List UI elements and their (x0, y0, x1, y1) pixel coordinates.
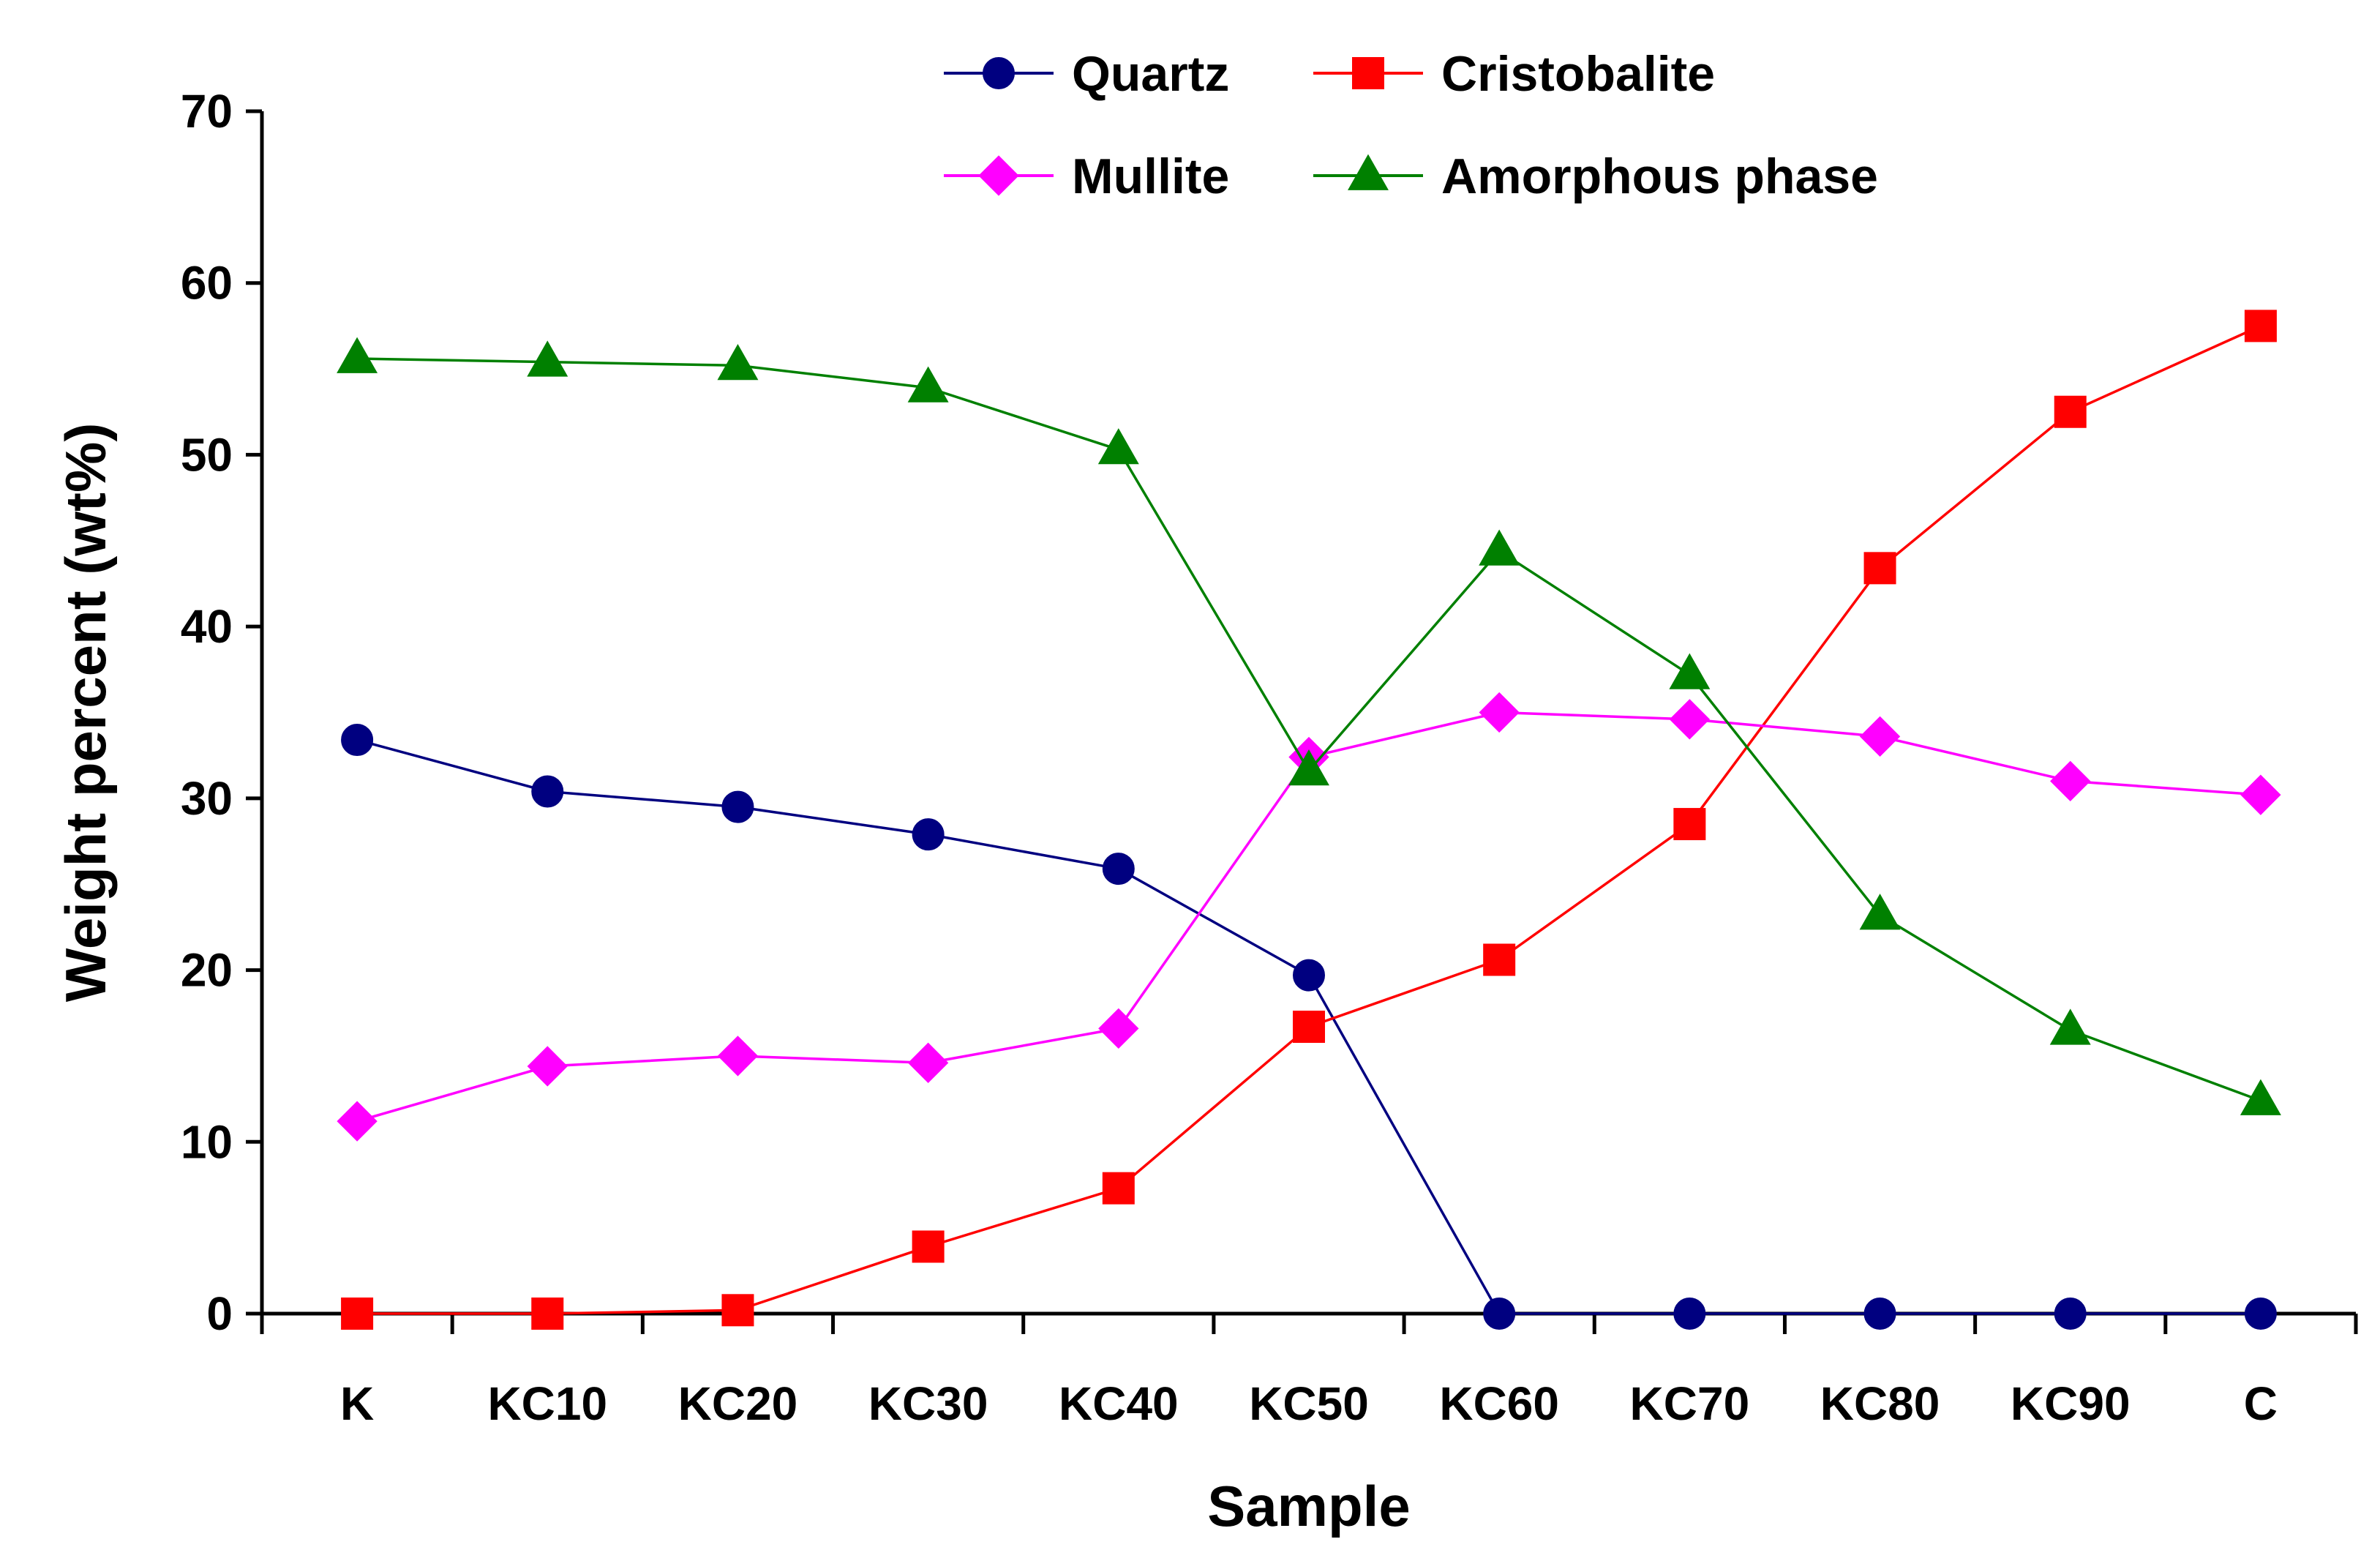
data-point-cristobalite (1102, 1172, 1135, 1205)
data-point-amorphous-phase (2049, 1008, 2091, 1045)
x-tick-label: KC80 (1820, 1377, 1940, 1430)
x-tick-label: KC20 (678, 1377, 798, 1430)
x-tick-label: C (2244, 1377, 2278, 1430)
data-point-quartz (1293, 959, 1325, 992)
x-tick-label: KC40 (1059, 1377, 1179, 1430)
data-point-amorphous-phase (907, 366, 949, 403)
data-point-cristobalite (912, 1230, 945, 1263)
data-point-amorphous-phase (1288, 749, 1329, 786)
y-tick-label: 50 (181, 428, 233, 481)
data-point-cristobalite (1673, 808, 1706, 841)
data-point-cristobalite (531, 1298, 564, 1330)
data-point-mullite (1098, 1008, 1139, 1049)
x-tick-label: KC30 (868, 1377, 988, 1430)
data-point-quartz (1483, 1298, 1516, 1330)
legend-marker-amorphous-phase (1348, 154, 1389, 190)
legend-label: Cristobalite (1441, 46, 1715, 102)
data-point-amorphous-phase (337, 337, 378, 373)
y-tick-label: 0 (206, 1287, 233, 1340)
x-tick-label: KC70 (1630, 1377, 1750, 1430)
y-tick-label: 10 (181, 1115, 233, 1168)
legend-item-mullite: Mullite (944, 149, 1229, 204)
legend: Quartz Cristobalite Mullite Amorphous phase (944, 46, 1878, 204)
legend-marker-mullite (978, 155, 1019, 196)
legend-marker-cristobalite (1352, 57, 1384, 89)
data-point-amorphous-phase (527, 340, 568, 377)
data-point-mullite (337, 1101, 378, 1142)
legend-marker-quartz (983, 57, 1015, 89)
data-point-quartz (2054, 1298, 2087, 1330)
y-tick-label: 30 (181, 772, 233, 825)
data-point-quartz (1673, 1298, 1706, 1330)
data-point-mullite (717, 1036, 759, 1077)
data-point-quartz (912, 818, 945, 851)
y-tick-label: 60 (181, 257, 233, 310)
y-axis-title: Weight percent (wt%) (53, 423, 118, 1003)
data-point-quartz (2244, 1298, 2277, 1330)
data-point-cristobalite (2244, 310, 2277, 342)
data-point-mullite (907, 1042, 949, 1083)
data-point-cristobalite (1483, 943, 1516, 976)
plot-series (337, 310, 2281, 1330)
data-point-mullite (527, 1046, 568, 1087)
legend-item-amorphous-phase: Amorphous phase (1313, 149, 1878, 204)
y-tick-label: 70 (181, 85, 233, 138)
data-point-mullite (1859, 716, 1901, 757)
data-point-quartz (721, 790, 754, 823)
data-point-amorphous-phase (1669, 653, 1711, 689)
x-axis-title: Sample (1207, 1474, 1410, 1538)
data-point-amorphous-phase (2240, 1079, 2281, 1115)
data-point-quartz (1863, 1298, 1896, 1330)
series-line-cristobalite (357, 324, 2261, 1315)
data-point-quartz (1102, 853, 1135, 886)
series-amorphous-phase (337, 337, 2281, 1115)
data-point-amorphous-phase (1097, 428, 1139, 465)
data-point-cristobalite (2054, 395, 2087, 428)
data-point-amorphous-phase (717, 344, 759, 381)
x-tick-label: KC50 (1249, 1377, 1369, 1430)
series-quartz (341, 724, 2277, 1330)
x-tick-label: KC10 (487, 1377, 607, 1430)
data-point-mullite (2050, 760, 2091, 802)
data-point-mullite (2240, 774, 2281, 815)
axes: 0 10 20 30 40 50 60 70 K KC10 KC20 KC30 KC40 KC50 KC6… (181, 85, 2358, 1430)
x-tick-label: KC90 (2011, 1377, 2131, 1430)
data-point-amorphous-phase (1479, 529, 1520, 566)
y-tick-label: 20 (181, 944, 233, 997)
legend-label: Quartz (1072, 46, 1229, 102)
data-point-amorphous-phase (1859, 894, 1901, 930)
data-point-cristobalite (1863, 552, 1896, 585)
x-tick-label: KC60 (1439, 1377, 1559, 1430)
data-point-cristobalite (341, 1298, 374, 1330)
x-tick-label: K (340, 1377, 374, 1430)
y-ticks: 0 10 20 30 40 50 60 70 (181, 85, 262, 1340)
legend-item-cristobalite: Cristobalite (1313, 46, 1715, 102)
data-point-quartz (341, 724, 374, 757)
data-point-mullite (1479, 692, 1520, 733)
data-point-cristobalite (1293, 1011, 1325, 1044)
data-point-cristobalite (721, 1294, 754, 1327)
legend-label: Amorphous phase (1441, 149, 1878, 204)
legend-item-quartz: Quartz (944, 46, 1229, 102)
data-point-mullite (1669, 699, 1711, 740)
y-tick-label: 40 (181, 600, 233, 653)
x-ticks: K KC10 KC20 KC30 KC40 KC50 KC60 KC70 KC80 KC90 C (260, 1314, 2358, 1430)
series-cristobalite (341, 310, 2277, 1330)
data-point-quartz (531, 775, 564, 808)
legend-label: Mullite (1072, 149, 1229, 204)
